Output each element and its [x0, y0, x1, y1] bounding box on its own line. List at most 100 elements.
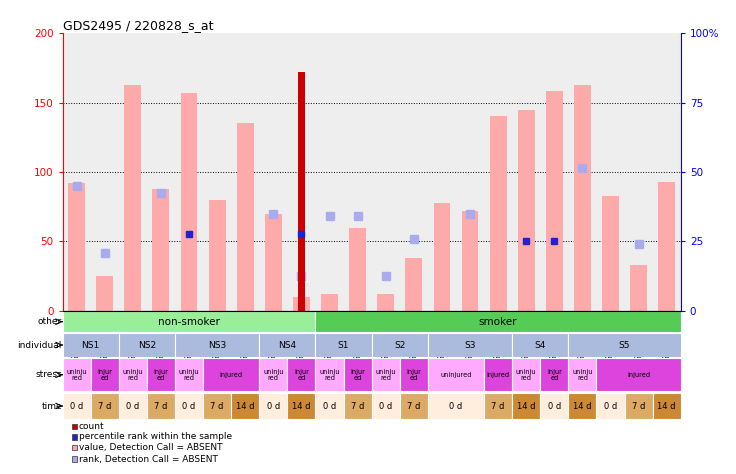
Bar	[546, 91, 563, 311]
Text: 14 d: 14 d	[573, 401, 592, 410]
Bar	[63, 333, 118, 357]
Bar	[406, 258, 422, 311]
Bar	[118, 392, 147, 419]
Bar	[63, 311, 316, 332]
Bar	[293, 297, 310, 311]
Bar	[658, 182, 675, 311]
Bar	[72, 434, 77, 440]
Text: 0 d: 0 d	[450, 401, 463, 410]
Bar	[203, 392, 231, 419]
Bar	[231, 392, 259, 419]
Text: NS1: NS1	[82, 340, 100, 349]
Bar	[68, 183, 85, 311]
Text: uninju
red: uninju red	[123, 369, 143, 381]
Text: percentile rank within the sample: percentile rank within the sample	[79, 432, 232, 441]
Bar	[568, 392, 596, 419]
Bar	[321, 294, 338, 311]
Text: injured: injured	[219, 372, 243, 378]
Bar	[91, 392, 118, 419]
Text: 7 d: 7 d	[407, 401, 420, 410]
Text: 7 d: 7 d	[210, 401, 224, 410]
Bar	[489, 117, 506, 311]
Bar	[428, 333, 512, 357]
Text: injur
ed: injur ed	[350, 369, 365, 381]
Bar	[400, 392, 428, 419]
Text: 14 d: 14 d	[517, 401, 536, 410]
Bar	[461, 211, 478, 311]
Bar	[147, 392, 175, 419]
Text: injur
ed: injur ed	[154, 369, 169, 381]
Text: non-smoker: non-smoker	[158, 317, 220, 327]
Bar	[372, 333, 428, 357]
Text: 0 d: 0 d	[323, 401, 336, 410]
Bar	[512, 333, 568, 357]
Bar	[625, 392, 653, 419]
Text: NS2: NS2	[138, 340, 156, 349]
Text: 14 d: 14 d	[657, 401, 676, 410]
Bar	[484, 392, 512, 419]
Text: 0 d: 0 d	[183, 401, 196, 410]
Text: stress: stress	[35, 370, 62, 379]
Text: 7 d: 7 d	[98, 401, 111, 410]
Text: 0 d: 0 d	[266, 401, 280, 410]
Bar	[512, 392, 540, 419]
Bar	[568, 358, 596, 392]
Text: 0 d: 0 d	[548, 401, 561, 410]
Text: individual: individual	[18, 340, 62, 349]
Text: time: time	[41, 401, 62, 410]
Bar	[630, 265, 647, 311]
Bar	[175, 392, 203, 419]
Bar	[259, 392, 287, 419]
Bar	[400, 358, 428, 392]
Bar	[237, 123, 254, 311]
Text: uninju
red: uninju red	[572, 369, 592, 381]
Text: value, Detection Call = ABSENT: value, Detection Call = ABSENT	[79, 443, 222, 452]
Text: uninjured: uninjured	[440, 372, 472, 378]
Text: injur
ed: injur ed	[547, 369, 562, 381]
Text: 14 d: 14 d	[236, 401, 255, 410]
Bar	[259, 358, 287, 392]
Text: 7 d: 7 d	[351, 401, 364, 410]
Bar	[512, 358, 540, 392]
Bar	[316, 311, 681, 332]
Bar	[574, 84, 591, 311]
Text: 14 d: 14 d	[292, 401, 311, 410]
Bar	[124, 84, 141, 311]
Text: smoker: smoker	[479, 317, 517, 327]
Text: injured: injured	[627, 372, 650, 378]
Text: uninju
red: uninju red	[263, 369, 283, 381]
Bar	[372, 392, 400, 419]
Bar	[316, 333, 372, 357]
Text: injur
ed: injur ed	[97, 369, 112, 381]
Bar	[147, 358, 175, 392]
Bar	[568, 333, 681, 357]
Bar	[428, 392, 484, 419]
Bar	[316, 392, 344, 419]
Text: 0 d: 0 d	[70, 401, 83, 410]
Bar	[118, 358, 147, 392]
Bar	[287, 358, 316, 392]
Text: uninju
red: uninju red	[516, 369, 537, 381]
Bar	[372, 358, 400, 392]
Bar	[540, 392, 568, 419]
Bar	[72, 424, 77, 429]
Bar	[152, 189, 169, 311]
Text: 0 d: 0 d	[379, 401, 392, 410]
Bar	[349, 228, 366, 311]
Text: S5: S5	[619, 340, 630, 349]
Text: uninju
red: uninju red	[375, 369, 396, 381]
Text: 7 d: 7 d	[492, 401, 505, 410]
Bar	[287, 392, 316, 419]
Bar	[540, 358, 568, 392]
Text: uninju
red: uninju red	[319, 369, 340, 381]
Bar	[209, 200, 225, 311]
Bar	[428, 358, 484, 392]
Text: S3: S3	[464, 340, 475, 349]
Text: S1: S1	[338, 340, 350, 349]
Text: count: count	[79, 422, 105, 431]
Text: 7 d: 7 d	[155, 401, 168, 410]
Bar	[96, 276, 113, 311]
Bar	[203, 358, 259, 392]
Bar	[602, 196, 619, 311]
Text: GDS2495 / 220828_s_at: GDS2495 / 220828_s_at	[63, 19, 213, 32]
